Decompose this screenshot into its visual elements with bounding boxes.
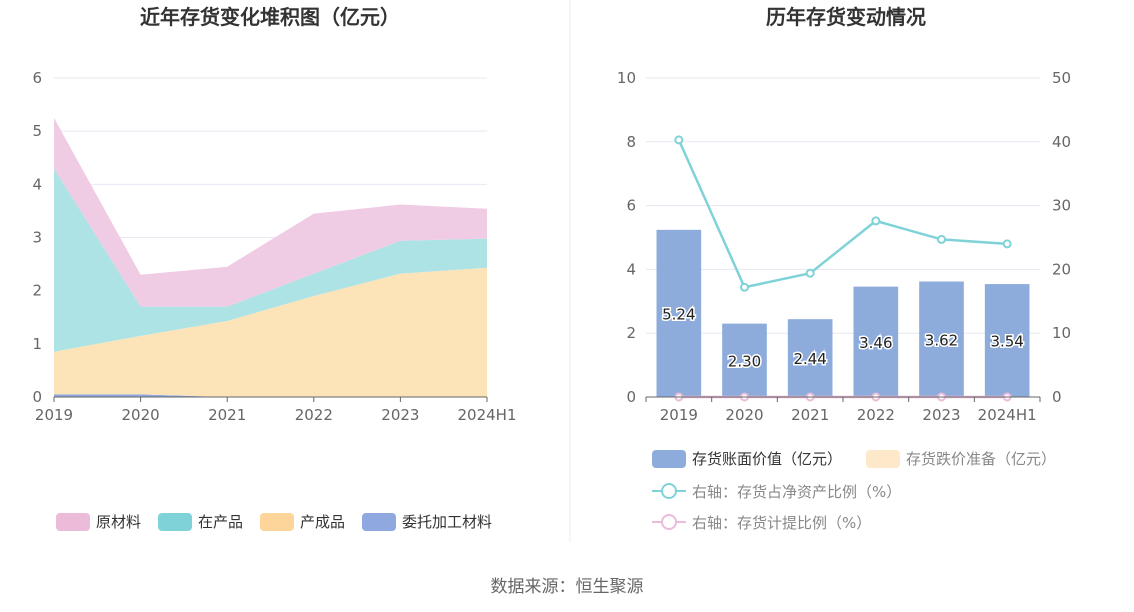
bar-data-label: 2.44 bbox=[793, 350, 826, 368]
right-y-tick-label: 6 bbox=[626, 197, 636, 215]
legend-marker bbox=[661, 483, 677, 499]
left-chart-title: 近年存货变化堆积图（亿元） bbox=[140, 5, 400, 29]
right-grid bbox=[646, 77, 1040, 398]
right-y2-tick-label: 30 bbox=[1052, 197, 1071, 215]
data-source: 数据来源：恒生聚源 bbox=[491, 577, 644, 597]
legend-swatch bbox=[260, 513, 294, 531]
right-x-tick-label: 2024H1 bbox=[978, 406, 1037, 424]
right-legend: 存货账面价值（亿元） 存货跌价准备（亿元） 右轴：存货占净资产比例（%） 右轴：存货计… bbox=[652, 450, 1056, 532]
legend-label: 在产品 bbox=[198, 513, 243, 531]
line-point bbox=[674, 135, 684, 145]
right-y2-tick-label: 0 bbox=[1052, 388, 1062, 406]
legend-swatch bbox=[652, 450, 686, 468]
left-y-tick-label: 2 bbox=[32, 282, 42, 300]
area-series bbox=[54, 267, 487, 397]
area-series bbox=[54, 117, 487, 307]
left-x-tick-label: 2019 bbox=[35, 406, 73, 424]
bar bbox=[853, 286, 899, 397]
legend-label: 原材料 bbox=[96, 513, 141, 531]
left-x-tick-label: 2021 bbox=[208, 406, 246, 424]
legend-label: 委托加工材料 bbox=[402, 513, 492, 531]
legend-label: 右轴：存货占净资产比例（%） bbox=[692, 483, 901, 501]
area-series bbox=[54, 394, 487, 397]
right-axis: 0 2 4 6 8 10 0 10 20 30 40 50 2019 2020 2021 2022 2023 20… bbox=[617, 69, 1071, 424]
line-point bbox=[937, 234, 946, 244]
legend-label: 存货跌价准备（亿元） bbox=[906, 450, 1056, 468]
bar bbox=[722, 323, 767, 397]
line-point bbox=[740, 282, 749, 292]
left-areas bbox=[54, 117, 487, 397]
left-axis: 0 1 2 3 4 5 6 2019 2020 2021 2022 2023 2024H1 bbox=[32, 69, 516, 424]
right-y2-tick-label: 40 bbox=[1052, 133, 1071, 151]
legend-swatch bbox=[866, 450, 900, 468]
left-x-tick-label: 2023 bbox=[381, 406, 419, 424]
right-x-tick-label: 2022 bbox=[857, 406, 895, 424]
left-x-tick-label: 2022 bbox=[295, 406, 333, 424]
legend-label: 存货账面价值（亿元） bbox=[692, 450, 842, 468]
right-x-tick-label: 2019 bbox=[660, 406, 698, 424]
bar bbox=[919, 281, 964, 397]
right-x-tick-label: 2021 bbox=[791, 406, 829, 424]
left-y-tick-label: 3 bbox=[32, 229, 42, 247]
right-y-tick-label: 2 bbox=[626, 324, 636, 342]
right-y2-tick-label: 50 bbox=[1052, 69, 1071, 87]
bar bbox=[984, 284, 1030, 397]
legend-label: 右轴：存货计提比例（%） bbox=[692, 514, 871, 532]
right-y-tick-label: 8 bbox=[626, 133, 636, 151]
right-y2-tick-label: 10 bbox=[1052, 324, 1071, 342]
left-y-tick-label: 5 bbox=[32, 122, 42, 140]
right-y-tick-label: 0 bbox=[626, 388, 636, 406]
bar bbox=[656, 229, 702, 397]
bar-line-chart: 历年存货变动情况 5.24 2.30 2.44 3.46 3.62 3.54 0 2 4 6 8 1… bbox=[617, 5, 1071, 532]
left-legend: 原材料 在产品 产成品 委托加工材料 bbox=[56, 513, 492, 531]
right-x-tick-label: 2020 bbox=[725, 406, 763, 424]
bar-data-label: 3.54 bbox=[990, 333, 1023, 351]
bar-data-label: 2.30 bbox=[728, 352, 761, 370]
right-y-tick-label: 10 bbox=[617, 69, 636, 87]
stacked-area-chart: 近年存货变化堆积图（亿元） 0 1 2 3 4 5 6 2019 2020 2021 2022 202… bbox=[32, 5, 517, 531]
line-point bbox=[871, 216, 881, 226]
bar-data-label: 3.62 bbox=[925, 331, 958, 349]
right-y2-tick-label: 20 bbox=[1052, 260, 1071, 278]
legend-swatch bbox=[56, 513, 90, 531]
left-y-tick-label: 1 bbox=[32, 335, 42, 353]
bar-data-label: 3.46 bbox=[859, 334, 892, 352]
line-series bbox=[677, 139, 1008, 289]
line-point bbox=[1002, 239, 1012, 249]
legend-swatch bbox=[362, 513, 396, 531]
left-x-tick-label: 2024H1 bbox=[458, 406, 517, 424]
bar-data-label: 5.24 bbox=[662, 305, 695, 323]
legend-marker bbox=[661, 514, 677, 530]
right-chart-title: 历年存货变动情况 bbox=[766, 5, 926, 29]
right-x-tick-label: 2023 bbox=[922, 406, 960, 424]
line-point bbox=[805, 268, 815, 278]
right-bars: 5.24 2.30 2.44 3.46 3.62 3.54 bbox=[656, 229, 1030, 397]
left-y-tick-label: 0 bbox=[32, 388, 42, 406]
right-y-tick-label: 4 bbox=[626, 260, 636, 278]
area-series bbox=[54, 168, 487, 352]
left-y-tick-label: 6 bbox=[32, 69, 42, 87]
left-y-tick-label: 4 bbox=[32, 175, 42, 193]
left-x-tick-label: 2020 bbox=[122, 406, 160, 424]
bar bbox=[787, 319, 833, 397]
legend-swatch bbox=[158, 513, 192, 531]
legend-label: 产成品 bbox=[300, 513, 345, 531]
